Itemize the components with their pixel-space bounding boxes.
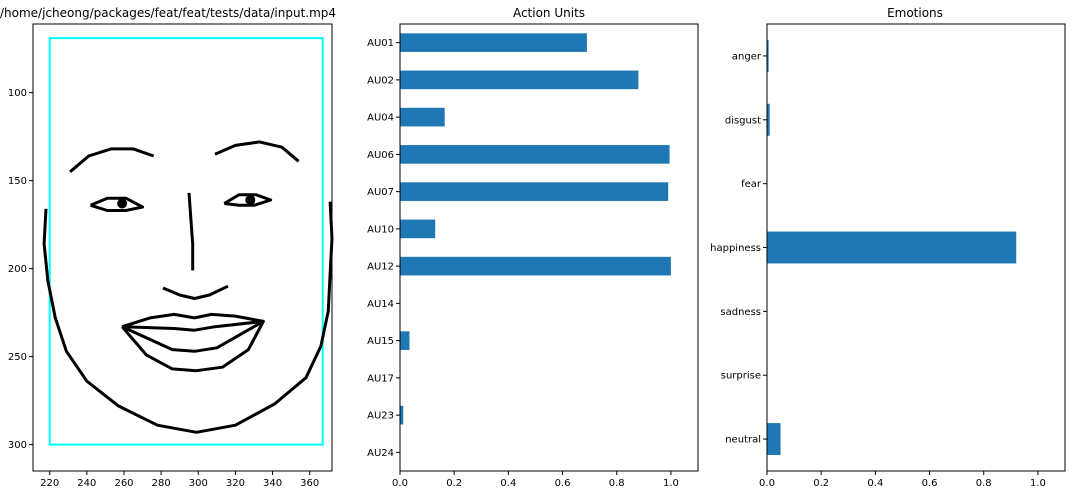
emotion-bar-anger <box>767 39 769 72</box>
emotion-x-tick-label-4: 0.8 <box>976 478 992 489</box>
au-y-tick-label-AU23: AU23 <box>367 411 394 422</box>
pupil-0 <box>117 198 128 209</box>
face-landmark-stroke-5 <box>90 196 145 212</box>
emotion-x-tick-label-1: 0.2 <box>813 478 829 489</box>
action-units-panel: Action Units AU01 AU02 AU04 AU06 AU07 AU10 AU1… <box>367 6 699 489</box>
au-y-tick-label-AU07: AU07 <box>367 187 394 198</box>
emotions-panel: Emotions anger disgust fear happiness sadnes… <box>710 6 1066 489</box>
au-bar-AU07 <box>400 182 669 201</box>
emotion-y-tick-label-surprise: surprise <box>721 371 761 382</box>
au-y-tick-label-AU15: AU15 <box>367 336 394 347</box>
face-x-tick-label-6: 340 <box>263 478 282 489</box>
face-landmark-stroke-1 <box>69 147 155 173</box>
face-panel: /home/jcheong/packages/feat/feat/tests/d… <box>0 6 336 489</box>
face-x-tick-label-2: 260 <box>114 478 133 489</box>
face-x-tick-label-0: 220 <box>40 478 59 489</box>
face-landmark-stroke-2 <box>214 140 300 163</box>
face-landmark-stroke-8 <box>121 319 265 353</box>
au-y-tick-label-AU14: AU14 <box>367 299 394 310</box>
au-x-tick-label-4: 0.8 <box>609 478 625 489</box>
face-x-tick-label-1: 240 <box>77 478 96 489</box>
emotion-x-tick-label-0: 0.0 <box>759 478 775 489</box>
au-y-tick-label-AU01: AU01 <box>367 38 394 49</box>
au-x-tick-label-3: 0.6 <box>555 478 571 489</box>
face-x-tick-label-5: 320 <box>226 478 245 489</box>
au-y-tick-label-AU12: AU12 <box>367 262 394 273</box>
face-y-tick-label-3: 250 <box>8 352 27 363</box>
emotion-bar-disgust <box>767 103 770 136</box>
face-y-tick-label-0: 100 <box>8 88 27 99</box>
au-y-tick-label-AU10: AU10 <box>367 224 394 235</box>
au-bar-AU23 <box>400 405 404 425</box>
au-y-tick-label-AU24: AU24 <box>367 448 394 459</box>
emotion-x-tick-label-3: 0.6 <box>922 478 938 489</box>
emotion-y-tick-label-neutral: neutral <box>725 435 761 446</box>
emotions-title: Emotions <box>887 6 943 20</box>
au-bar-AU04 <box>400 107 445 127</box>
au-bar-AU15 <box>400 331 410 350</box>
au-bar-AU02 <box>400 70 639 90</box>
face-y-tick-label-1: 150 <box>8 176 27 187</box>
emotion-x-tick-label-2: 0.4 <box>867 478 883 489</box>
au-y-tick-label-AU17: AU17 <box>367 373 394 384</box>
au-axes-frame <box>399 23 699 472</box>
emotion-y-tick-label-fear: fear <box>741 179 762 190</box>
emotion-bar-happiness <box>767 231 1017 264</box>
au-y-tick-label-AU02: AU02 <box>367 75 394 86</box>
face-x-tick-label-3: 280 <box>152 478 171 489</box>
au-bar-AU10 <box>400 219 436 239</box>
au-x-tick-label-1: 0.2 <box>446 478 462 489</box>
au-x-tick-label-5: 1.0 <box>663 478 679 489</box>
emotion-y-tick-label-anger: anger <box>732 51 762 62</box>
emotion-y-tick-label-happiness: happiness <box>710 243 761 254</box>
face-landmark-stroke-4 <box>162 284 229 300</box>
au-x-tick-label-2: 0.4 <box>500 478 516 489</box>
face-y-tick-label-2: 200 <box>8 264 27 275</box>
face-panel-title: /home/jcheong/packages/feat/feat/tests/d… <box>0 6 336 20</box>
action-units-title: Action Units <box>513 6 585 20</box>
emotion-y-tick-label-disgust: disgust <box>725 115 761 126</box>
face-x-tick-label-4: 300 <box>189 478 208 489</box>
emotion-axes-frame <box>766 23 1066 472</box>
emotion-y-tick-label-sadness: sadness <box>720 307 761 318</box>
au-y-tick-label-AU04: AU04 <box>367 113 394 124</box>
au-bar-AU12 <box>400 256 671 276</box>
face-x-tick-label-7: 360 <box>300 478 319 489</box>
face-landmark-stroke-6 <box>223 193 273 207</box>
au-bar-AU01 <box>400 33 587 52</box>
face-landmark-stroke-3 <box>187 192 195 271</box>
emotion-bar-neutral <box>767 423 781 456</box>
face-plot-area <box>33 24 332 471</box>
pupil-1 <box>245 194 256 205</box>
au-y-tick-label-AU06: AU06 <box>367 150 394 161</box>
au-x-tick-label-0: 0.0 <box>392 478 408 489</box>
au-bar-AU06 <box>400 145 670 164</box>
face-y-tick-label-4: 300 <box>8 440 27 451</box>
emotion-x-tick-label-5: 1.0 <box>1030 478 1046 489</box>
face-bounding-box <box>48 37 324 446</box>
face-landmark-stroke-0 <box>42 201 334 434</box>
au-plot-area <box>400 24 698 471</box>
face-axes-frame <box>32 23 333 472</box>
